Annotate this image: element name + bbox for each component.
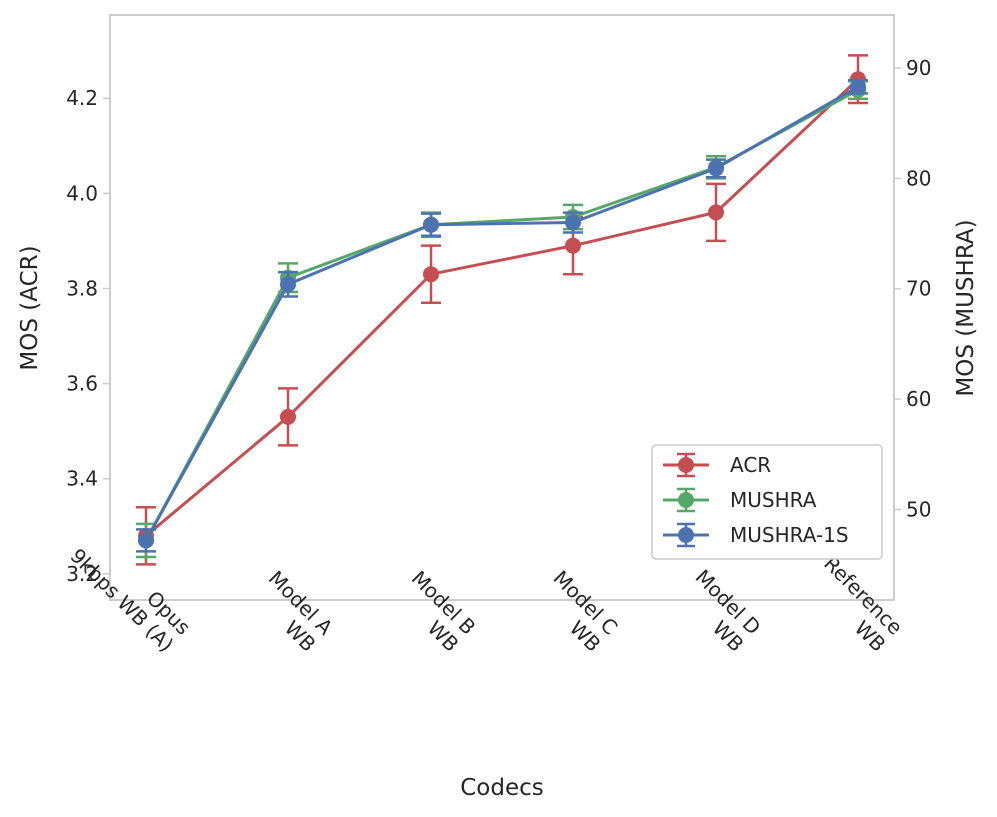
legend-marker bbox=[678, 527, 694, 543]
data-point bbox=[423, 266, 439, 283]
right-axis: 50 60 70 80 90 bbox=[894, 56, 931, 521]
data-point bbox=[708, 160, 724, 177]
legend-box bbox=[651, 444, 883, 560]
left-tick-label: 3.8 bbox=[66, 276, 98, 300]
right-tick-label: 60 bbox=[906, 387, 931, 411]
data-point bbox=[138, 532, 154, 549]
series-mushra-1s bbox=[136, 78, 868, 553]
legend-item-acr: ACR bbox=[663, 452, 771, 478]
data-point bbox=[565, 237, 581, 254]
series-line bbox=[144, 85, 859, 542]
legend-label: MUSHRA-1S bbox=[730, 523, 849, 547]
legend-marker bbox=[678, 492, 694, 508]
data-point bbox=[708, 204, 724, 221]
series-layer bbox=[136, 54, 868, 566]
data-point bbox=[280, 408, 296, 425]
right-axis-label: MOS (MUSHRA) bbox=[953, 219, 979, 396]
data-point bbox=[280, 276, 296, 293]
legend-item-mushra: MUSHRA bbox=[663, 487, 817, 513]
right-tick-label: 90 bbox=[906, 56, 931, 80]
x-axis-label: Codecs bbox=[460, 775, 544, 801]
left-tick-label: 3.2 bbox=[66, 562, 98, 586]
left-tick-label: 3.4 bbox=[66, 467, 98, 491]
left-tick-label: 4.2 bbox=[66, 86, 98, 110]
left-tick-label: 3.6 bbox=[66, 372, 98, 396]
left-axis: 3.2 3.4 3.6 3.8 4.0 4.2 bbox=[66, 86, 110, 586]
legend-item-mushra-1s: MUSHRA-1S bbox=[663, 522, 849, 548]
data-point bbox=[565, 214, 581, 231]
right-tick-label: 80 bbox=[906, 166, 931, 190]
series-line bbox=[145, 78, 860, 537]
legend-marker bbox=[678, 457, 694, 473]
left-tick-label: 4.0 bbox=[66, 181, 98, 205]
right-tick-label: 70 bbox=[906, 277, 931, 301]
legend: ACR MUSHRA MUSHRA-1S bbox=[651, 444, 883, 560]
right-tick-label: 50 bbox=[906, 497, 931, 521]
left-axis-label: MOS (ACR) bbox=[17, 245, 43, 370]
data-point bbox=[423, 216, 439, 233]
legend-label: MUSHRA bbox=[730, 488, 817, 512]
legend-label: ACR bbox=[730, 453, 771, 477]
data-point bbox=[850, 78, 866, 95]
